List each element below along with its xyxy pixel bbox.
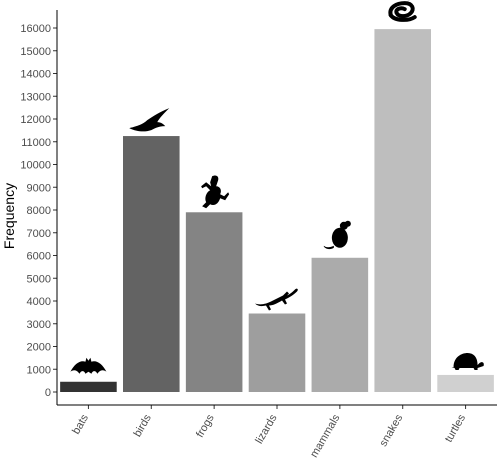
y-tick-label: 0 <box>45 387 51 399</box>
y-tick-label: 12000 <box>20 114 51 126</box>
bird-icon <box>129 108 170 132</box>
y-tick-label: 6000 <box>27 251 51 263</box>
y-tick-label: 2000 <box>27 342 51 354</box>
y-tick-label: 8000 <box>27 205 51 217</box>
y-tick-label: 9000 <box>27 182 51 194</box>
y-tick-label: 13000 <box>20 91 51 103</box>
bat-icon <box>70 357 107 374</box>
bar-snakes <box>374 29 431 392</box>
x-tick-label-lizards: lizards <box>253 412 280 446</box>
y-tick-label: 7000 <box>27 228 51 240</box>
bar-bats <box>60 381 117 392</box>
y-tick-label: 15000 <box>20 46 51 58</box>
x-axis-ticks: bats birds frogs lizards mammals snakes turtle… <box>70 405 468 460</box>
x-tick-label-bats: bats <box>70 412 91 436</box>
bar-frogs <box>185 212 243 392</box>
x-tick-label-birds: birds <box>132 412 155 439</box>
y-tick-label: 1000 <box>27 364 51 376</box>
x-tick-label-mammals: mammals <box>308 412 342 460</box>
y-axis-title: Frequency <box>1 183 17 249</box>
bar-lizards <box>248 313 306 392</box>
snake-icon <box>388 0 417 22</box>
y-tick-label: 16000 <box>20 23 51 35</box>
x-tick-label-frogs: frogs <box>194 412 217 440</box>
x-tick-label-snakes: snakes <box>377 412 405 449</box>
y-tick-label: 4000 <box>27 296 51 308</box>
bars <box>60 29 494 392</box>
bar-turtles <box>437 374 494 392</box>
x-tick-label-turtles: turtles <box>443 412 469 444</box>
frog-icon <box>201 175 230 209</box>
y-tick-label: 14000 <box>20 69 51 81</box>
y-tick-label: 11000 <box>21 137 51 149</box>
animal-icons <box>70 0 484 374</box>
y-axis-ticks: 0 1000 2000 3000 4000 5000 6000 7000 8000 9000 100… <box>20 23 57 399</box>
y-tick-label: 5000 <box>27 273 51 285</box>
y-tick-label: 3000 <box>27 319 51 331</box>
lizard-icon <box>255 288 298 311</box>
mouse-icon <box>323 220 351 250</box>
bar-birds <box>123 136 180 392</box>
turtle-icon <box>451 352 484 370</box>
y-tick-label: 10000 <box>20 160 51 172</box>
bar-mammals <box>311 257 369 392</box>
